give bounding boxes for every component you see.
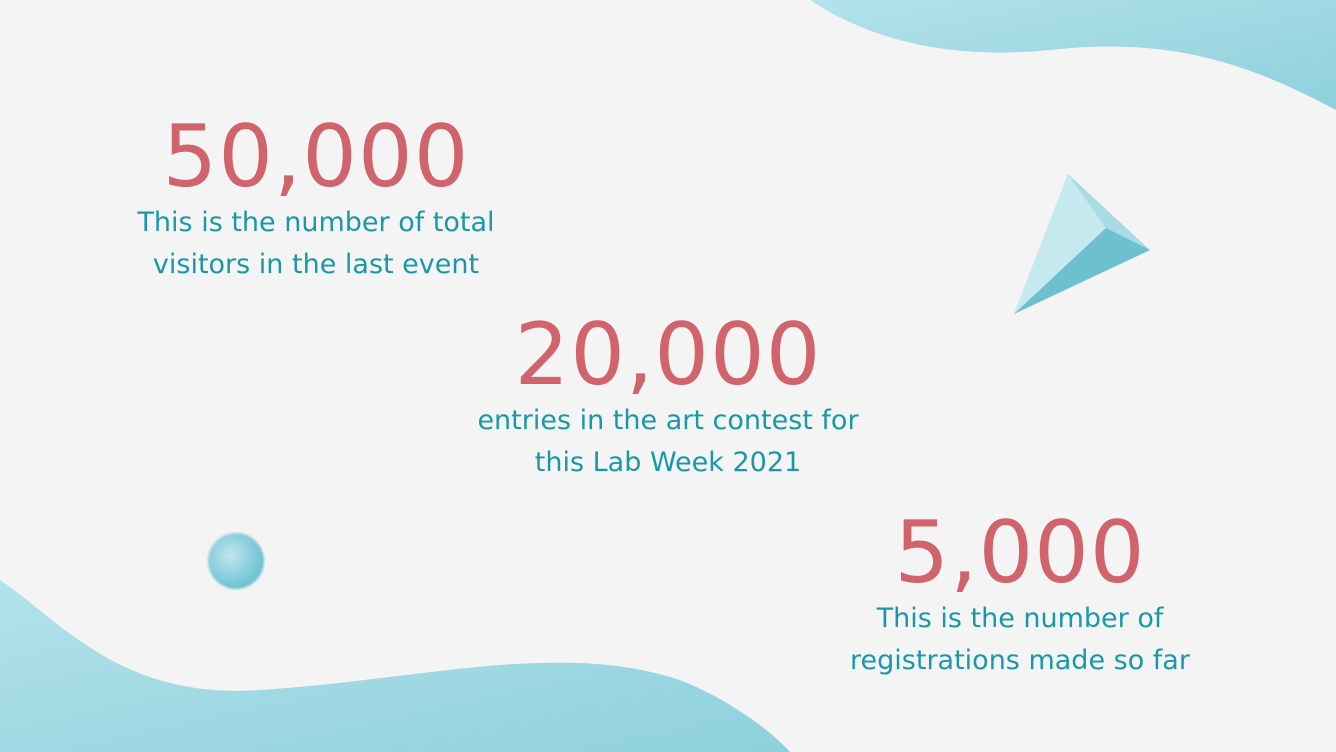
stat-entries: 20,000 entries in the art contest for th… (448, 310, 888, 484)
stat-description-line1: entries in the art contest for (477, 405, 859, 436)
stat-description-line1: This is the number of (876, 603, 1164, 634)
stat-number: 50,000 (162, 107, 470, 207)
bottom-left-wave (0, 580, 790, 752)
stat-description-line2: registrations made so far (850, 645, 1190, 676)
stat-description-line2: visitors in the last event (152, 249, 480, 280)
stat-number: 5,000 (894, 503, 1146, 603)
paper-plane-shape (1014, 174, 1150, 314)
stat-description-line1: This is the number of total (137, 207, 495, 238)
top-right-wave (810, 0, 1336, 110)
stat-description-line2: this Lab Week 2021 (534, 447, 802, 478)
stat-visitors: 50,000 This is the number of total visit… (96, 112, 536, 286)
stat-number: 20,000 (514, 305, 822, 405)
stat-registrations: 5,000 This is the number of registration… (800, 508, 1240, 682)
sphere-shape (208, 533, 264, 589)
